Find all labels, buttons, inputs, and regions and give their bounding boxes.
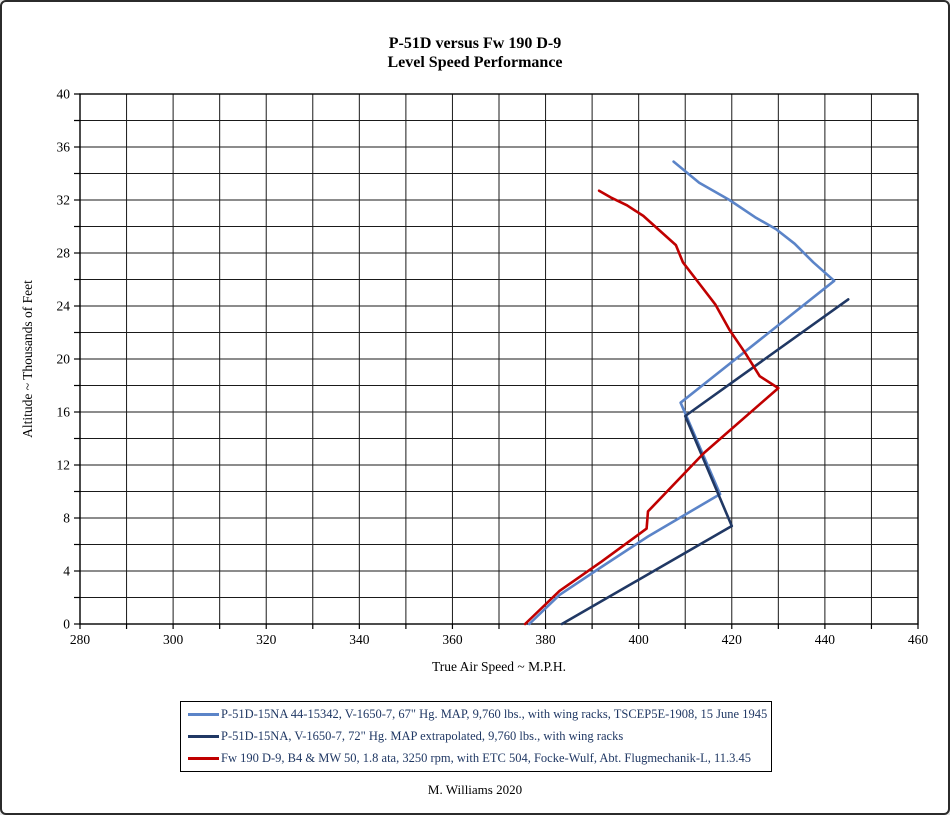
- legend-item: P-51D-15NA 44-15342, V-1650-7, 67" Hg. M…: [181, 704, 771, 726]
- plot-area: 280 300 320 340 360 380 400 420 440 460 0 4 8 12 16 20 2…: [20, 87, 929, 675]
- y-tick-label: 16: [57, 405, 71, 420]
- legend: P-51D-15NA 44-15342, V-1650-7, 67" Hg. M…: [180, 701, 772, 772]
- y-axis-title: Altitude ~ Thousands of Feet: [20, 280, 35, 438]
- legend-swatch-p51d-67: [188, 713, 219, 717]
- x-tick-label: 420: [722, 632, 743, 647]
- x-tick-label: 340: [349, 632, 370, 647]
- x-tick-label: 360: [442, 632, 463, 647]
- x-tick-label: 280: [70, 632, 91, 647]
- y-tick-label: 8: [63, 511, 70, 526]
- y-tick-label: 40: [57, 87, 71, 102]
- y-tick-label: 32: [57, 193, 71, 208]
- chart-title: P-51D versus Fw 190 D-9 Level Speed Perf…: [2, 34, 948, 72]
- legend-item: P-51D-15NA, V-1650-7, 72" Hg. MAP extrap…: [181, 726, 771, 748]
- credit-text: M. Williams 2020: [427, 782, 523, 797]
- series-line-2: [523, 189, 780, 626]
- y-tick-label: 20: [57, 352, 71, 367]
- series-line-0: [527, 160, 836, 626]
- x-axis-title: True Air Speed ~ M.P.H.: [432, 659, 566, 674]
- legend-label-p51d-67: P-51D-15NA 44-15342, V-1650-7, 67" Hg. M…: [221, 707, 768, 722]
- y-tick-label: 24: [57, 299, 71, 314]
- x-tick-label: 400: [629, 632, 650, 647]
- legend-swatch-p51d-72: [188, 735, 219, 738]
- legend-label-fw190: Fw 190 D-9, B4 & MW 50, 1.8 ata, 3250 rp…: [221, 750, 752, 765]
- x-tick-label: 320: [256, 632, 277, 647]
- legend-label-p51d-72: P-51D-15NA, V-1650-7, 72" Hg. MAP extrap…: [221, 729, 624, 743]
- y-tick-label: 12: [57, 458, 71, 473]
- x-tick-label: 300: [163, 632, 184, 647]
- x-tick-label: 460: [908, 632, 929, 647]
- legend-swatch-fw190: [188, 756, 219, 760]
- x-tick-label: 440: [815, 632, 836, 647]
- y-tick-label: 0: [63, 617, 70, 632]
- chart-title-line2: Level Speed Performance: [387, 54, 563, 71]
- series-line-1: [560, 298, 850, 626]
- legend-item: Fw 190 D-9, B4 & MW 50, 1.8 ata, 3250 rp…: [181, 747, 771, 769]
- x-tick-label: 380: [535, 632, 556, 647]
- y-tick-label: 36: [57, 140, 71, 155]
- chart-title-line1: P-51D versus Fw 190 D-9: [388, 35, 562, 52]
- y-tick-label: 28: [57, 246, 71, 261]
- y-tick-label: 4: [63, 564, 70, 579]
